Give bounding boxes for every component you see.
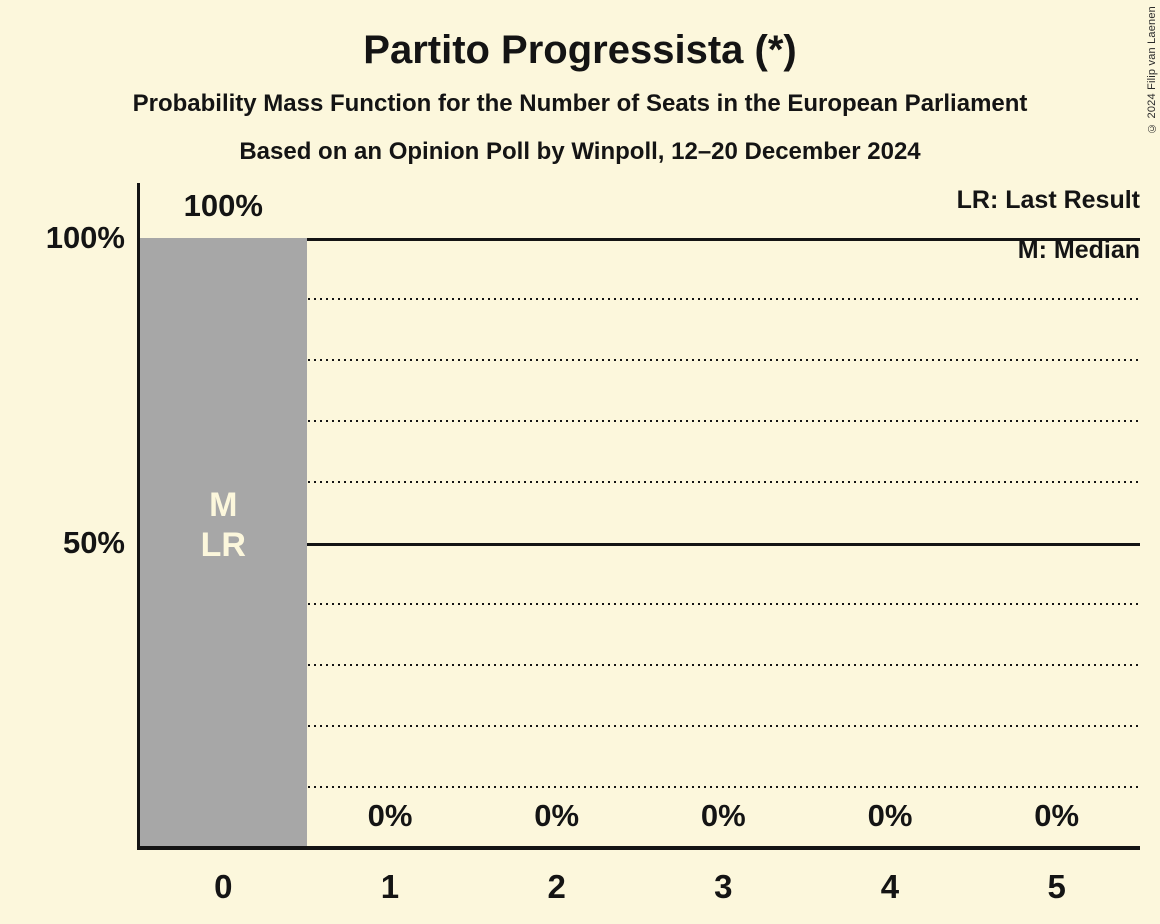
bar-value-label-5: 0%	[1034, 798, 1080, 833]
x-tick-label-2: 2	[547, 868, 566, 905]
x-tick-label-1: 1	[380, 868, 400, 905]
legend-last-result: LR: Last Result	[956, 186, 1140, 214]
last-result-marker: LR	[200, 526, 246, 564]
y-tick-label-100: 100%	[45, 220, 125, 255]
bar-annotation-block: M LR	[140, 485, 307, 565]
y-tick-label-50: 50%	[62, 525, 125, 560]
gridline-dotted-90	[140, 298, 1140, 300]
bar-0	[140, 238, 307, 848]
gridline-dotted-30	[140, 664, 1140, 666]
bar-value-label-1: 0%	[367, 798, 413, 833]
x-tick-label-5: 5	[1047, 868, 1066, 905]
x-tick-label-4: 4	[880, 868, 900, 905]
gridline-dotted-60	[140, 481, 1140, 483]
chart-source-line: Based on an Opinion Poll by Winpoll, 12–…	[239, 138, 921, 165]
gridline-solid-100	[140, 238, 1140, 241]
bar-value-label-0: 100%	[183, 188, 263, 223]
x-tick-label-3: 3	[714, 868, 733, 905]
y-axis-line	[137, 183, 140, 850]
chart-subtitle: Probability Mass Function for the Number…	[132, 90, 1028, 117]
median-marker: M	[209, 486, 238, 524]
gridline-dotted-80	[140, 359, 1140, 361]
gridline-dotted-20	[140, 725, 1140, 727]
bar-value-label-4: 0%	[867, 798, 913, 833]
chart-title: Partito Progressista (*)	[363, 28, 797, 72]
x-tick-label-0: 0	[214, 868, 233, 905]
bar-value-label-2: 0%	[534, 798, 580, 833]
gridline-dotted-40	[140, 603, 1140, 605]
gridline-dotted-70	[140, 420, 1140, 422]
gridline-dotted-10	[140, 786, 1140, 788]
gridline-solid-50	[140, 543, 1140, 546]
bar-value-label-3: 0%	[700, 798, 746, 833]
x-axis-line	[137, 846, 1140, 850]
